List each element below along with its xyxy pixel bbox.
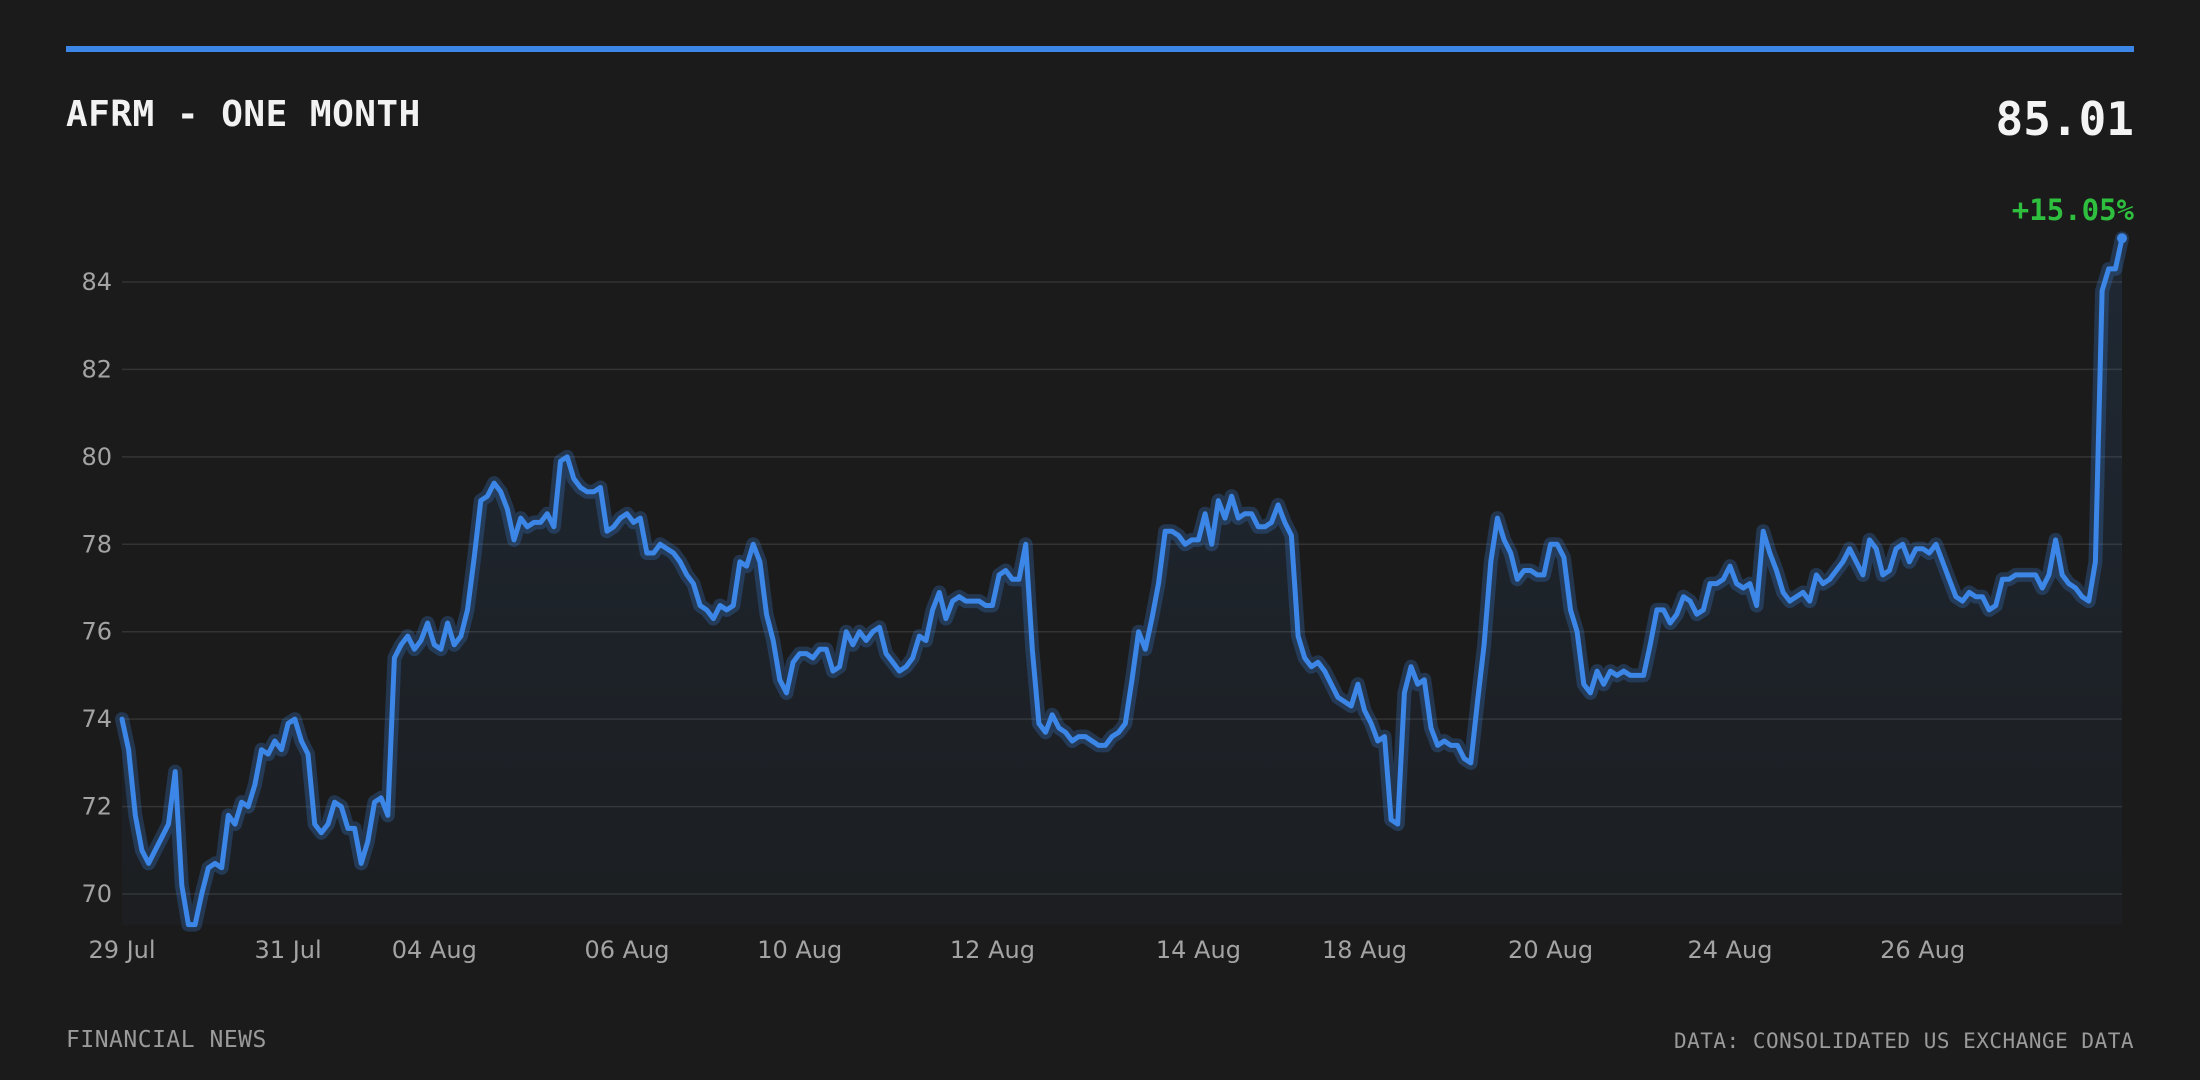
last-price-point — [2117, 233, 2127, 244]
x-tick-label: 26 Aug — [1880, 936, 1965, 964]
x-tick-label: 12 Aug — [950, 936, 1035, 964]
footer-source-right: DATA: CONSOLIDATED US EXCHANGE DATA — [1673, 1029, 2134, 1053]
current-price: 85.01 — [1995, 92, 2134, 146]
x-tick-label: 04 Aug — [392, 936, 477, 964]
series-line — [119, 235, 2125, 928]
y-tick-label: 80 — [81, 443, 112, 471]
x-tick-label: 24 Aug — [1687, 936, 1772, 964]
x-tick-label: 18 Aug — [1322, 936, 1407, 964]
top-accent-rule — [66, 46, 2134, 52]
x-tick-label: 14 Aug — [1156, 936, 1241, 964]
y-axis-ticks: 70 72 74 76 78 80 82 84 — [81, 268, 112, 908]
price-chart: 70 72 74 76 78 80 82 84 29 Jul 31 Jul 04 Aug 06 Au… — [81, 231, 2129, 964]
price-change-percent: +15.05% — [2011, 193, 2134, 227]
x-tick-label: 20 Aug — [1508, 936, 1593, 964]
x-tick-label: 29 Jul — [88, 936, 155, 964]
y-tick-label: 74 — [81, 705, 112, 733]
chart-title: AFRM - ONE MONTH — [66, 94, 421, 135]
x-tick-label: 31 Jul — [255, 936, 322, 964]
y-tick-label: 84 — [81, 268, 112, 296]
y-tick-label: 76 — [81, 618, 112, 646]
series-area — [122, 238, 2122, 925]
series-layer — [115, 231, 2129, 932]
footer-source-left: FINANCIAL NEWS — [66, 1027, 267, 1053]
y-tick-label: 82 — [81, 355, 112, 383]
y-tick-label: 78 — [81, 530, 112, 558]
x-tick-label: 10 Aug — [757, 936, 842, 964]
x-tick-label: 06 Aug — [584, 936, 669, 964]
y-tick-label: 70 — [81, 880, 112, 908]
y-tick-label: 72 — [81, 793, 112, 821]
x-axis-ticks: 29 Jul 31 Jul 04 Aug 06 Aug 10 Aug 12 Aug 14 A… — [88, 936, 1965, 964]
